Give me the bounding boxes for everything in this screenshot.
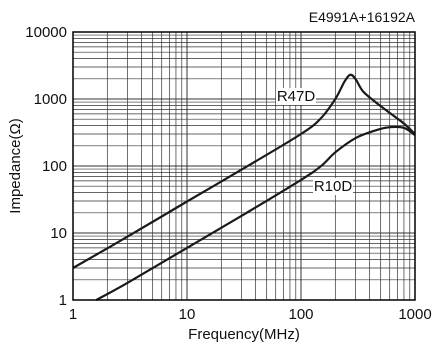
y-tick-label: 1000: [34, 91, 67, 108]
tick-labels: 1 10 100 1000 1 10 100 1000 10000: [25, 24, 431, 323]
y-axis-label: Impedance(Ω): [7, 118, 24, 213]
x-tick-label: 10: [179, 306, 196, 323]
grid-lines: [73, 32, 415, 300]
series-label-bg: [313, 178, 353, 195]
series-label-bg: [276, 88, 316, 105]
y-tick-label: 10000: [25, 24, 67, 41]
instrument-annotation: E4991A+16192A: [309, 9, 416, 25]
plot-frame: [72, 31, 416, 301]
x-tick-label: 100: [288, 306, 313, 323]
series-line-r47d: [72, 73, 416, 269]
y-tick-label: 100: [42, 158, 67, 175]
series-label-r47d: R47D: [277, 88, 316, 105]
y-tick-label: 10: [50, 225, 67, 242]
x-axis-label: Frequency(MHz): [188, 326, 300, 343]
x-tick-label: 1000: [398, 306, 431, 323]
series-line-r10d: [95, 125, 416, 301]
x-tick-label: 1: [69, 306, 77, 323]
curves: [72, 73, 416, 301]
series-label-r10d: R10D: [314, 178, 353, 195]
y-tick-label: 1: [59, 292, 67, 309]
labels: R47D R10D: [276, 88, 353, 195]
